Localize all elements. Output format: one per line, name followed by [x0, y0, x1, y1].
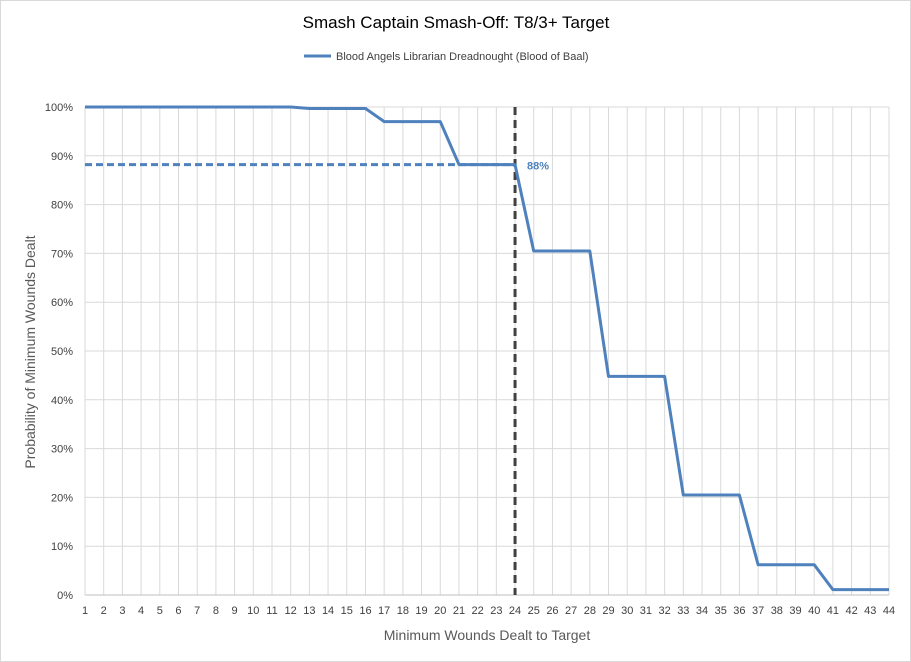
- x-tick-label: 36: [733, 605, 745, 617]
- x-tick-label: 18: [397, 605, 409, 617]
- x-tick-label: 6: [175, 605, 181, 617]
- x-tick-label: 27: [565, 605, 577, 617]
- x-tick-label: 26: [546, 605, 558, 617]
- x-tick-label: 35: [715, 605, 727, 617]
- x-tick-label: 13: [303, 605, 315, 617]
- x-tick-label: 28: [584, 605, 596, 617]
- x-tick-label: 14: [322, 605, 334, 617]
- x-tick-label: 19: [415, 605, 427, 617]
- x-tick-label: 11: [266, 605, 277, 617]
- x-tick-label: 7: [194, 605, 200, 617]
- series-layer: 88%: [85, 105, 889, 592]
- x-tick-label: 16: [359, 605, 371, 617]
- x-axis-title: Minimum Wounds Dealt to Target: [384, 627, 591, 643]
- x-tick-label: 24: [509, 605, 521, 617]
- x-tick-label: 32: [659, 605, 671, 617]
- x-tick-label: 39: [789, 605, 801, 617]
- y-tick-label: 20%: [51, 492, 73, 504]
- x-tick-label: 3: [119, 605, 125, 617]
- x-tick-label: 34: [696, 605, 708, 617]
- x-tick-label: 33: [677, 605, 689, 617]
- x-tick-label: 5: [157, 605, 163, 617]
- gridlines: [84, 106, 890, 596]
- y-tick-label: 70%: [51, 248, 73, 260]
- x-tick-label: 21: [453, 605, 465, 617]
- x-tick-label: 8: [213, 605, 219, 617]
- reference-annotation: 88%: [527, 161, 549, 173]
- y-tick-label: 40%: [51, 395, 73, 407]
- x-tick-label: 23: [490, 605, 502, 617]
- y-tick-label: 80%: [51, 200, 73, 212]
- reference-lines: [85, 107, 517, 595]
- x-tick-label: 43: [864, 605, 876, 617]
- x-axis-ticks: 1 2 3 4 5 6 7 8 9 10 11 12 13 14 15 16 17 18 19 20 21 22 23 24 2…: [82, 605, 895, 617]
- y-tick-label: 60%: [51, 297, 73, 309]
- y-tick-label: 50%: [51, 346, 73, 358]
- x-tick-label: 38: [771, 605, 783, 617]
- x-tick-label: 22: [472, 605, 484, 617]
- y-tick-label: 90%: [51, 151, 73, 163]
- y-tick-label: 10%: [51, 541, 73, 553]
- series-line: [85, 105, 889, 592]
- x-tick-label: 20: [434, 605, 446, 617]
- x-tick-label: 1: [82, 605, 88, 617]
- x-tick-label: 30: [621, 605, 633, 617]
- y-axis-title: Probability of Minimum Wounds Dealt: [22, 235, 38, 468]
- x-tick-label: 40: [808, 605, 820, 617]
- x-tick-label: 12: [285, 605, 297, 617]
- x-tick-label: 17: [378, 605, 390, 617]
- chart-title: Smash Captain Smash-Off: T8/3+ Target: [303, 13, 610, 32]
- x-tick-label: 9: [232, 605, 238, 617]
- x-tick-label: 31: [640, 605, 652, 617]
- x-tick-label: 44: [883, 605, 895, 617]
- x-tick-label: 41: [827, 605, 839, 617]
- y-tick-label: 30%: [51, 444, 73, 456]
- y-tick-label: 100%: [45, 102, 73, 114]
- legend-label: Blood Angels Librarian Dreadnought (Bloo…: [336, 51, 589, 63]
- legend: Blood Angels Librarian Dreadnought (Bloo…: [304, 51, 589, 63]
- y-axis-ticks: 0% 10% 20% 30% 40% 50% 60% 70% 80% 90% 100%: [45, 102, 73, 602]
- x-tick-label: 42: [845, 605, 857, 617]
- x-tick-label: 2: [101, 605, 107, 617]
- x-tick-label: 4: [138, 605, 144, 617]
- x-tick-label: 25: [528, 605, 540, 617]
- x-tick-label: 15: [341, 605, 353, 617]
- x-tick-label: 29: [602, 605, 614, 617]
- y-tick-label: 0%: [57, 590, 73, 602]
- x-tick-label: 37: [752, 605, 764, 617]
- x-tick-label: 10: [247, 605, 259, 617]
